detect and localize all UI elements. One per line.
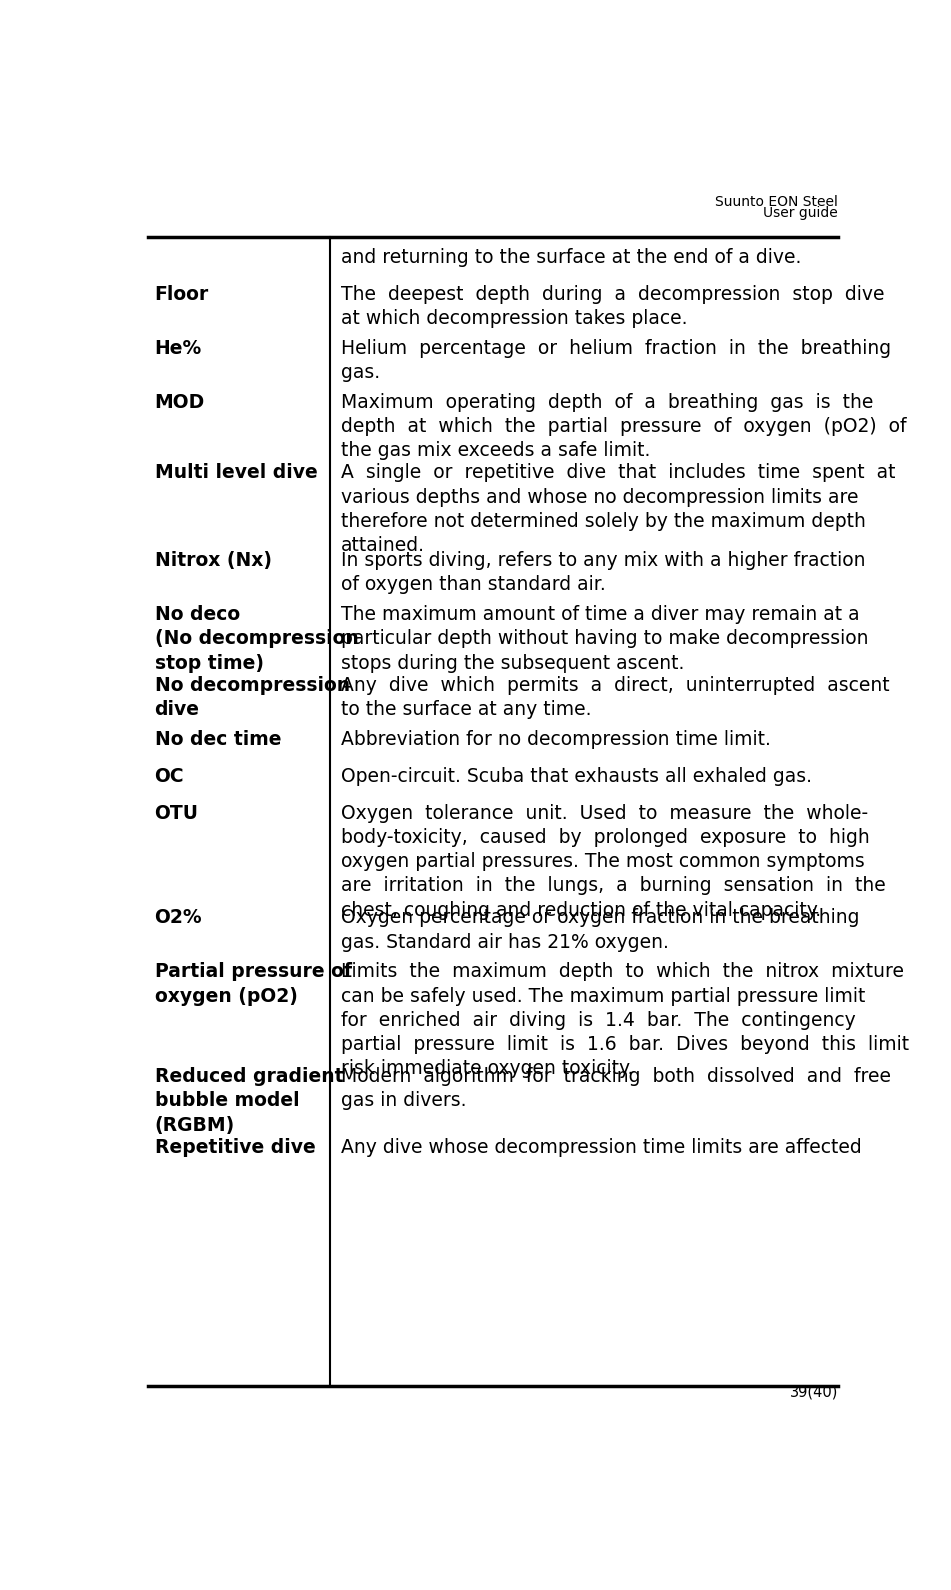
- Text: No decompression
dive: No decompression dive: [154, 676, 350, 719]
- Text: Floor: Floor: [154, 285, 209, 304]
- Text: and returning to the surface at the end of a dive.: and returning to the surface at the end …: [340, 248, 801, 267]
- Text: Open-circuit. Scuba that exhausts all exhaled gas.: Open-circuit. Scuba that exhausts all ex…: [340, 766, 811, 785]
- Text: MOD: MOD: [154, 393, 204, 412]
- Text: Oxygen percentage or oxygen fraction in the breathing
gas. Standard air has 21% : Oxygen percentage or oxygen fraction in …: [340, 908, 859, 952]
- Text: User guide: User guide: [764, 207, 838, 219]
- Text: The  deepest  depth  during  a  decompression  stop  dive
at which decompression: The deepest depth during a decompression…: [340, 285, 884, 328]
- Text: Reduced gradient
bubble model
(RGBM): Reduced gradient bubble model (RGBM): [154, 1067, 343, 1135]
- Text: Modern  algorithm  for  tracking  both  dissolved  and  free
gas in divers.: Modern algorithm for tracking both disso…: [340, 1067, 890, 1110]
- Text: No dec time: No dec time: [154, 730, 281, 749]
- Text: Abbreviation for no decompression time limit.: Abbreviation for no decompression time l…: [340, 730, 770, 749]
- Text: Maximum  operating  depth  of  a  breathing  gas  is  the
depth  at  which  the : Maximum operating depth of a breathing g…: [340, 393, 906, 460]
- Text: 39(40): 39(40): [789, 1385, 838, 1399]
- Text: He%: He%: [154, 339, 202, 358]
- Text: A  single  or  repetitive  dive  that  includes  time  spent  at
various depths : A single or repetitive dive that include…: [340, 463, 895, 555]
- Text: OTU: OTU: [154, 803, 199, 822]
- Text: Repetitive dive: Repetitive dive: [154, 1138, 316, 1158]
- Text: Suunto EON Steel: Suunto EON Steel: [715, 194, 838, 208]
- Text: Helium  percentage  or  helium  fraction  in  the  breathing
gas.: Helium percentage or helium fraction in …: [340, 339, 891, 382]
- Text: O2%: O2%: [154, 908, 203, 927]
- Text: Limits  the  maximum  depth  to  which  the  nitrox  mixture
can be safely used.: Limits the maximum depth to which the ni…: [340, 962, 908, 1078]
- Text: Oxygen  tolerance  unit.  Used  to  measure  the  whole-
body-toxicity,  caused : Oxygen tolerance unit. Used to measure t…: [340, 803, 885, 919]
- Text: Any  dive  which  permits  a  direct,  uninterrupted  ascent
to the surface at a: Any dive which permits a direct, uninter…: [340, 676, 889, 719]
- Text: Partial pressure of
oxygen (pO2): Partial pressure of oxygen (pO2): [154, 962, 352, 1005]
- Text: Any dive whose decompression time limits are affected: Any dive whose decompression time limits…: [340, 1138, 862, 1158]
- Text: No deco
(No decompression
stop time): No deco (No decompression stop time): [154, 606, 359, 673]
- Text: OC: OC: [154, 766, 184, 785]
- Text: Nitrox (Nx): Nitrox (Nx): [154, 552, 272, 571]
- Text: The maximum amount of time a diver may remain at a
particular depth without havi: The maximum amount of time a diver may r…: [340, 606, 868, 673]
- Text: Multi level dive: Multi level dive: [154, 463, 318, 482]
- Text: In sports diving, refers to any mix with a higher fraction
of oxygen than standa: In sports diving, refers to any mix with…: [340, 552, 865, 595]
